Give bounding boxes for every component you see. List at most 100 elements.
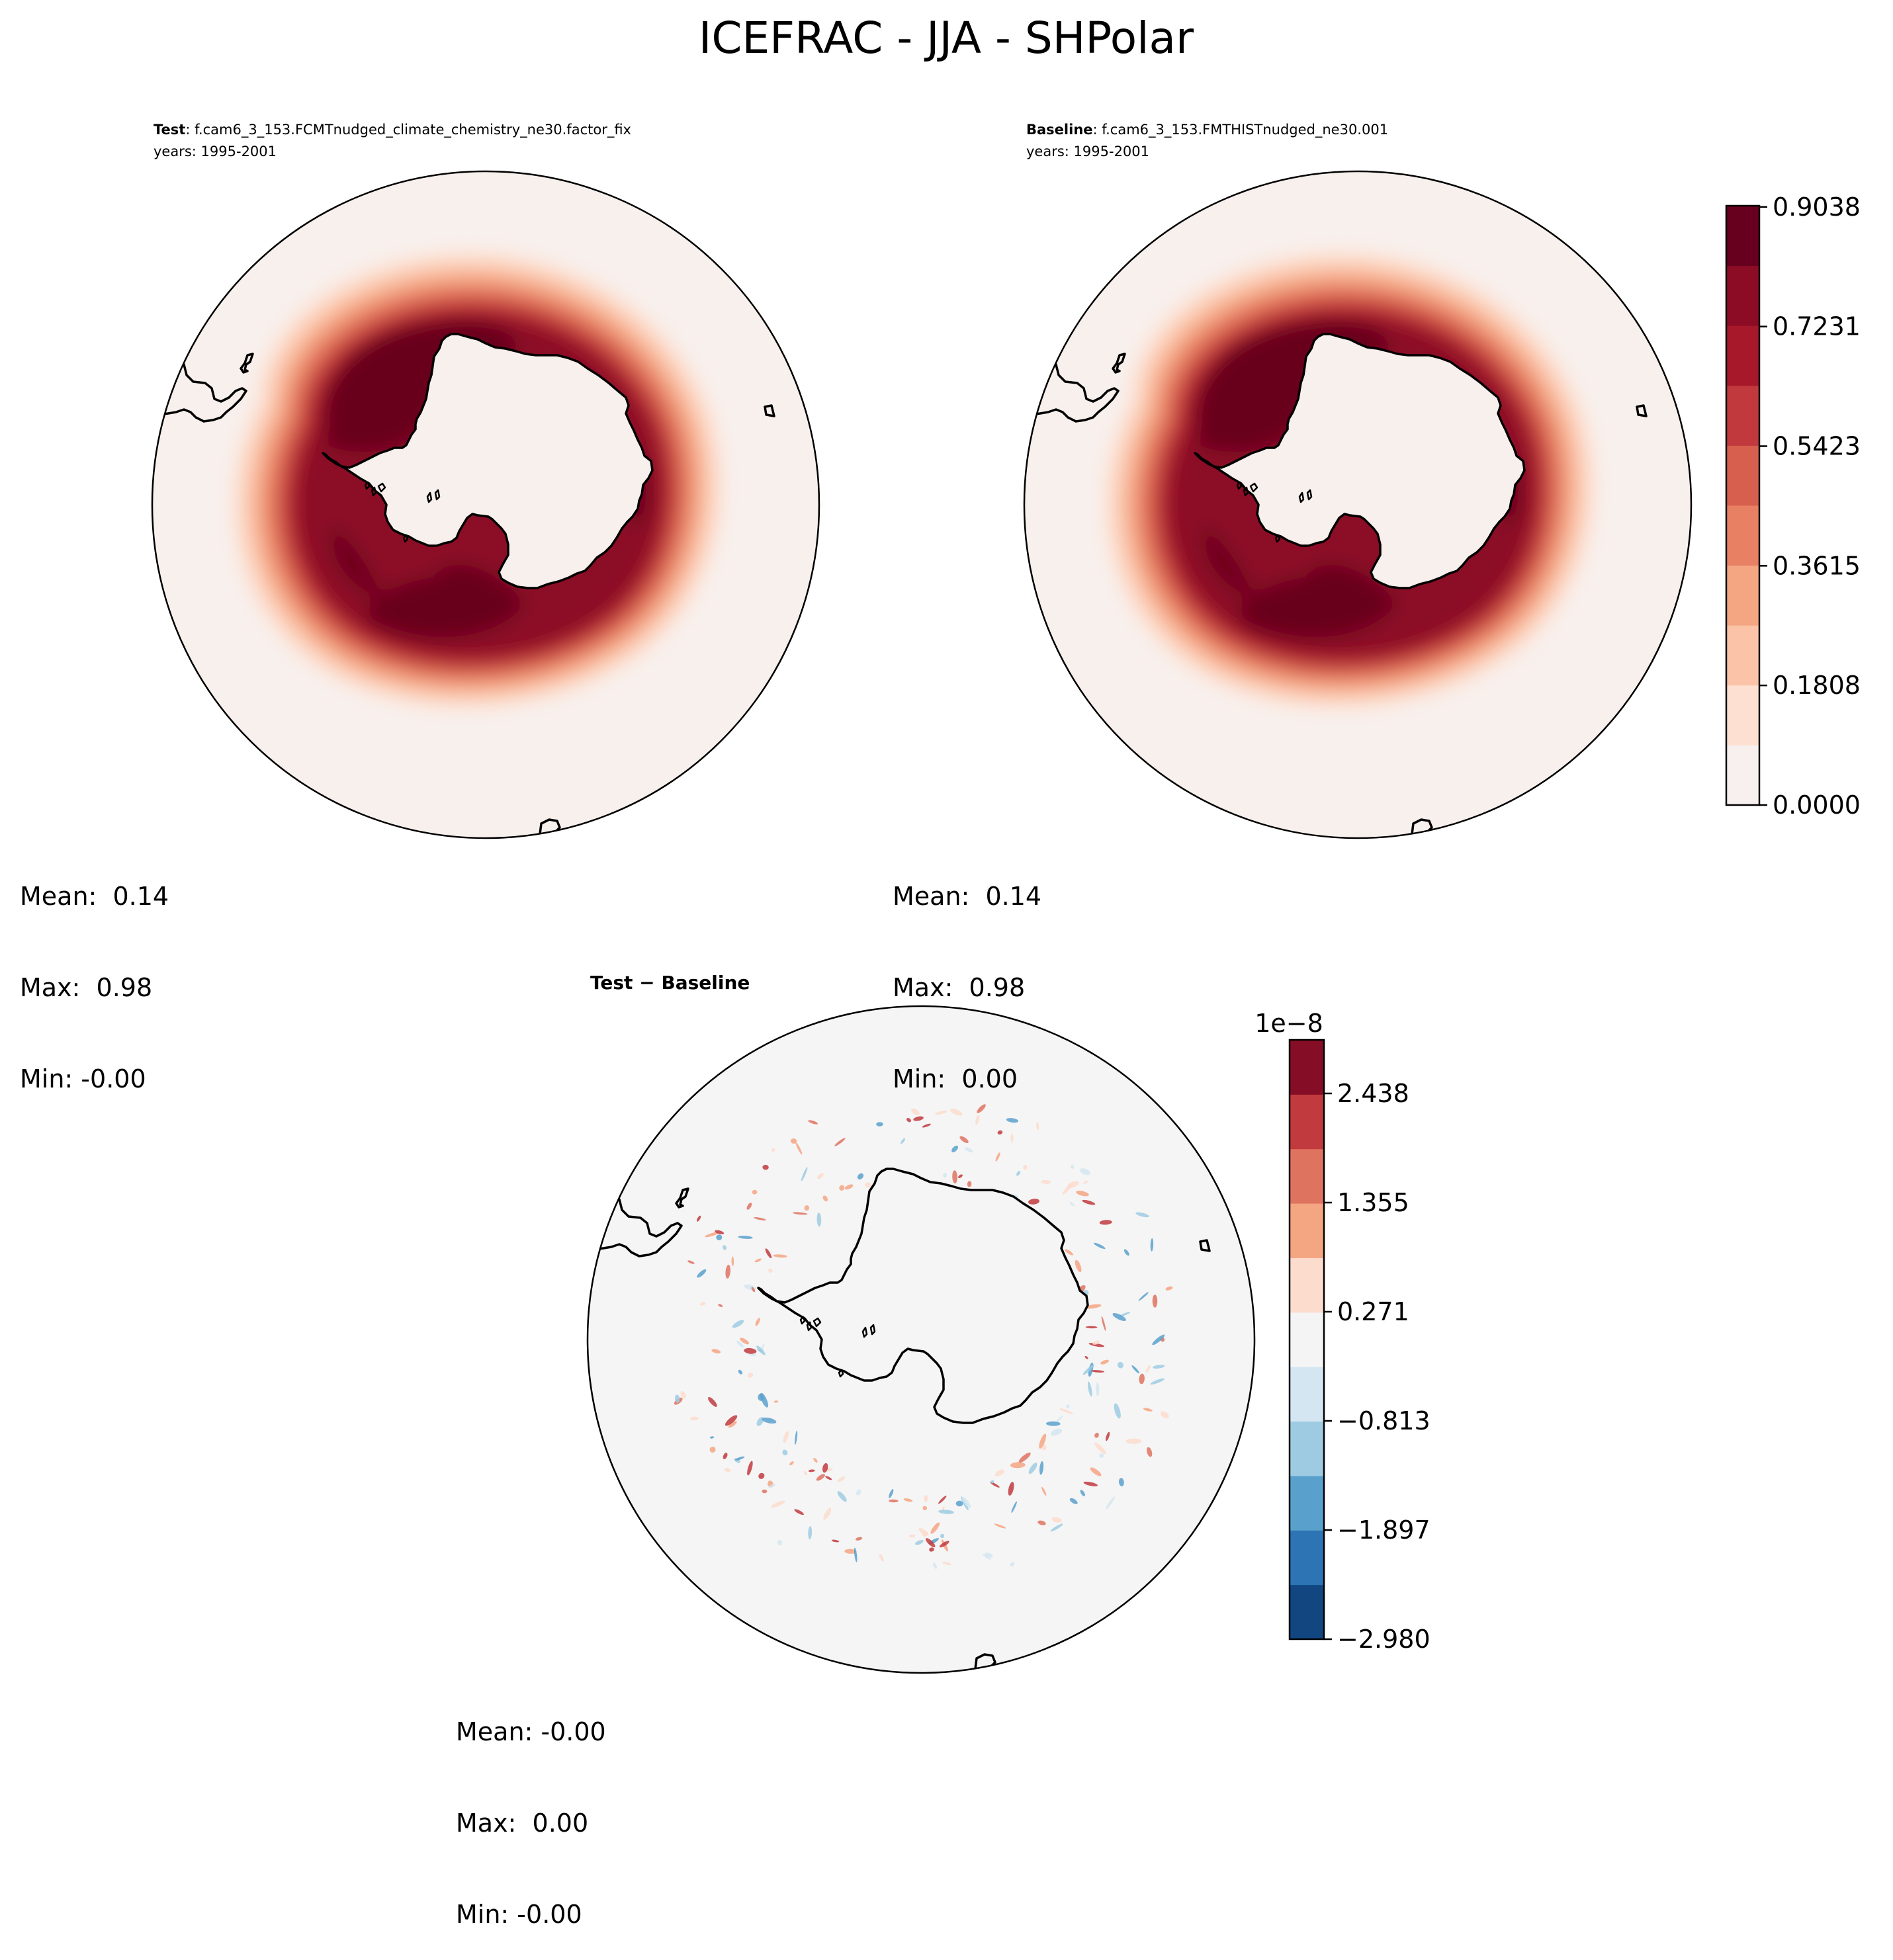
figure: ICEFRAC - JJA - SHPolar Test: f.cam6_3_1…	[151, 13, 1861, 1674]
diff-speckle	[1080, 1168, 1090, 1175]
diff-speckle	[1105, 1496, 1116, 1510]
baseline-stats: Mean: 0.14 Max: 0.98 Min: 0.00	[893, 820, 1041, 1125]
diff-speckle	[1150, 1238, 1154, 1252]
diff-speckle	[1160, 1411, 1169, 1419]
diff-speckle	[1051, 1428, 1063, 1436]
diff-speckle	[1090, 1370, 1105, 1373]
cbDiff-tick-label-6: 2.438	[1337, 1079, 1409, 1108]
test-map	[151, 170, 820, 839]
diff-speckle	[1069, 1202, 1075, 1207]
diff-speckle	[844, 1549, 857, 1554]
diff-speckle	[754, 1217, 766, 1220]
diff-speckle	[913, 1116, 924, 1121]
diff-speckle	[1041, 1486, 1047, 1496]
diff-speckle	[674, 1394, 680, 1403]
diff-speckle	[1085, 1326, 1098, 1329]
diff-speckle	[773, 1400, 779, 1403]
diff-speckle	[1085, 1304, 1102, 1309]
cbMain-segment-2	[1726, 685, 1759, 746]
baseline-islet-coast-4	[1274, 534, 1281, 543]
diff-speckle	[736, 1340, 744, 1347]
diff-speckle	[725, 1415, 738, 1426]
cbMain-segment-7	[1726, 385, 1759, 446]
diff-antarctica-land	[758, 1169, 1088, 1423]
diff-speckle	[1165, 1286, 1173, 1291]
cbMain-frame	[1725, 204, 1761, 806]
diff-speckle	[1119, 1312, 1131, 1317]
cbDiff-segment-10	[1290, 1094, 1324, 1150]
diff-speckle	[758, 1472, 765, 1479]
diff-speckle	[1131, 1365, 1140, 1374]
diff-speckle	[1099, 1220, 1112, 1225]
diff-speckle	[1150, 1378, 1165, 1385]
diff-speckle	[831, 1539, 840, 1543]
cbDiff-frame	[1288, 1039, 1325, 1640]
diff-colorbar-exponent: 1e−8	[1255, 1009, 1323, 1038]
diff-speckle	[770, 1500, 785, 1508]
diff-speckle	[822, 1195, 828, 1202]
diff-speckle	[1145, 1365, 1151, 1373]
diff-speckle	[1087, 1381, 1092, 1397]
diff-speckle	[1135, 1212, 1149, 1218]
test-south-america-coast	[152, 359, 247, 423]
diff-speckle	[782, 1449, 788, 1456]
diff-speckle	[1066, 1404, 1070, 1409]
diff-speckle	[1092, 1340, 1100, 1345]
cbDiff-segment-9	[1290, 1148, 1324, 1204]
cbDiff-tick-label-4: 0.271	[1337, 1297, 1409, 1326]
diff-speckle	[725, 1265, 730, 1279]
diff-speckle	[997, 1130, 1003, 1135]
diff-speckle	[958, 1174, 963, 1179]
cbMain-tick-label-5: 0.7231	[1773, 312, 1861, 341]
cbDiff-tick-label-2: −1.897	[1337, 1515, 1431, 1545]
diff-speckle	[1101, 1316, 1106, 1331]
diff-speckle	[748, 1373, 754, 1378]
diff-speckle	[747, 1461, 753, 1476]
diff-speckle	[1153, 1365, 1165, 1369]
test-min: Min: -0.00	[20, 1064, 146, 1093]
diff-speckle	[1018, 1452, 1031, 1463]
diff-speckle	[844, 1184, 854, 1190]
diff-speckle	[754, 1258, 762, 1263]
diff-speckle	[994, 1469, 1005, 1476]
diff-islet-coast-6	[869, 1324, 876, 1336]
test-islet-coast-2	[371, 486, 377, 497]
diff-speckle	[760, 1392, 769, 1408]
diff-speckle	[697, 1269, 707, 1278]
diff-speckle	[906, 1117, 911, 1123]
diff-speckle	[705, 1232, 720, 1238]
cbMain-segment-6	[1726, 445, 1759, 506]
diff-speckle	[865, 1182, 871, 1188]
cbDiff-segment-1	[1290, 1584, 1324, 1640]
diff-speckle	[808, 1526, 813, 1540]
diff-speckle	[938, 1496, 947, 1504]
baseline-years: years: 1995-2001	[1026, 144, 1149, 159]
diff-speckle	[1037, 1520, 1046, 1525]
diff-islet-coast-3	[799, 1316, 806, 1325]
diff-speckle	[1075, 1259, 1082, 1273]
diff-speckle	[740, 1338, 750, 1345]
diff-speckle	[837, 1491, 847, 1502]
cbDiff-segment-3	[1290, 1475, 1324, 1531]
diff-speckle	[752, 1189, 758, 1195]
diff-speckle	[724, 1468, 731, 1472]
diff-speckle	[696, 1215, 701, 1222]
diff-speckle	[1028, 1463, 1037, 1474]
diff-speckle	[938, 1510, 954, 1514]
diff-speckle	[1105, 1431, 1110, 1441]
diff-speckle	[746, 1203, 752, 1210]
diff-speckle	[1039, 1433, 1047, 1449]
diff-speckle	[952, 1170, 958, 1184]
diff-east-island-coast	[1199, 1239, 1211, 1252]
baseline-antarctica-land	[1195, 334, 1524, 588]
diff-islet-coast-2	[806, 1321, 813, 1332]
diff-speckle	[817, 1173, 824, 1179]
diff-speckle	[922, 1123, 931, 1128]
diff-south-america-coast	[588, 1194, 683, 1257]
diff-speckle	[1082, 1199, 1096, 1205]
diff-speckle	[718, 1304, 723, 1307]
diff-speckle	[1143, 1408, 1153, 1412]
cbDiff-segment-4	[1290, 1421, 1324, 1476]
test-mean: Mean: 0.14	[20, 882, 169, 911]
diff-speckle	[751, 1287, 756, 1293]
